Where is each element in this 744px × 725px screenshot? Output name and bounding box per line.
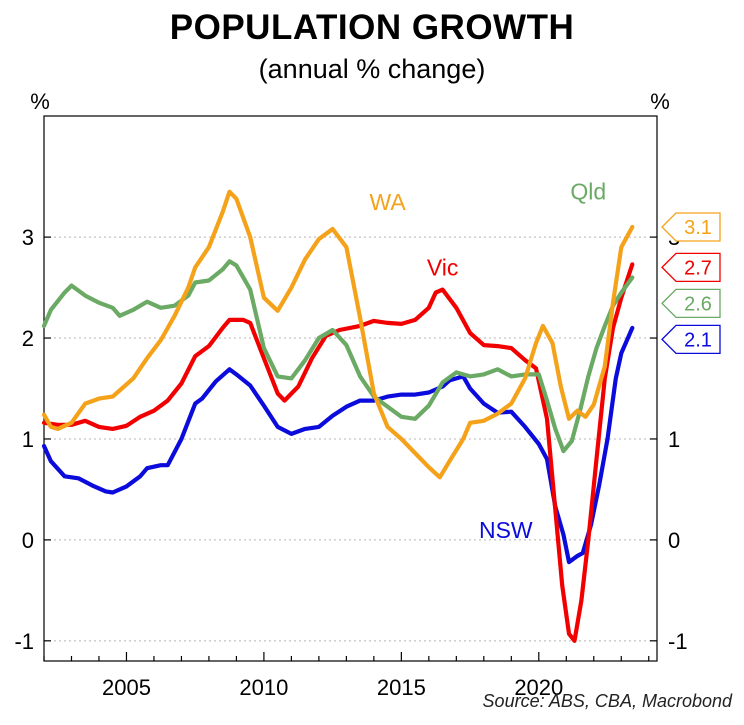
y-tick-label-right-1: 1 (668, 427, 680, 452)
end-value-tag-nsw (661, 324, 721, 355)
series-name-wa: WA (370, 189, 407, 215)
series-name-vic: Vic (427, 254, 459, 280)
y-tick-label-left-2: 2 (22, 326, 34, 351)
y-tick-label-left--1: -1 (14, 629, 34, 654)
end-value-tag-qld (661, 288, 721, 319)
series-line-vic (41, 262, 635, 643)
y-tick-label-left-1: 1 (22, 427, 34, 452)
series-name-qld: Qld (570, 179, 606, 205)
gridlines (43, 236, 657, 661)
end-value-label-vic: 2.7 (684, 257, 712, 279)
y-unit-left: % (30, 89, 50, 114)
y-tick-label-right-0: 0 (668, 528, 680, 553)
series-name-nsw: NSW (479, 517, 533, 543)
x-tick-label-2020: 2020 (514, 675, 563, 700)
end-value-tag-wa (661, 212, 721, 242)
chart-subtitle: (annual % change) (258, 54, 486, 84)
end-value-label-qld: 2.6 (684, 293, 712, 315)
end-value-tag-vic (661, 252, 721, 283)
x-tick-label-2015: 2015 (377, 675, 426, 700)
end-value-label-nsw: 2.1 (684, 329, 712, 351)
y-tick-label-left-0: 0 (22, 528, 34, 553)
series-line-qld (41, 259, 635, 454)
y-tick-label-left-3: 3 (22, 225, 34, 250)
labels: -1-1001122332005201020152020%%WAQldVicNS… (14, 89, 721, 700)
end-value-label-wa: 3.1 (684, 217, 712, 239)
series-lines (41, 189, 635, 643)
y-unit-right: % (650, 89, 670, 114)
x-tick-label-2010: 2010 (239, 675, 288, 700)
series-line-wa (41, 189, 635, 480)
series-line-nsw (41, 325, 635, 565)
chart-title: POPULATION GROWTH (169, 8, 575, 47)
source-note: Source: ABS, CBA, Macrobond (482, 691, 732, 711)
plot-frame (43, 115, 658, 662)
y-tick-label-right--1: -1 (668, 629, 688, 654)
x-tick-label-2005: 2005 (102, 675, 151, 700)
